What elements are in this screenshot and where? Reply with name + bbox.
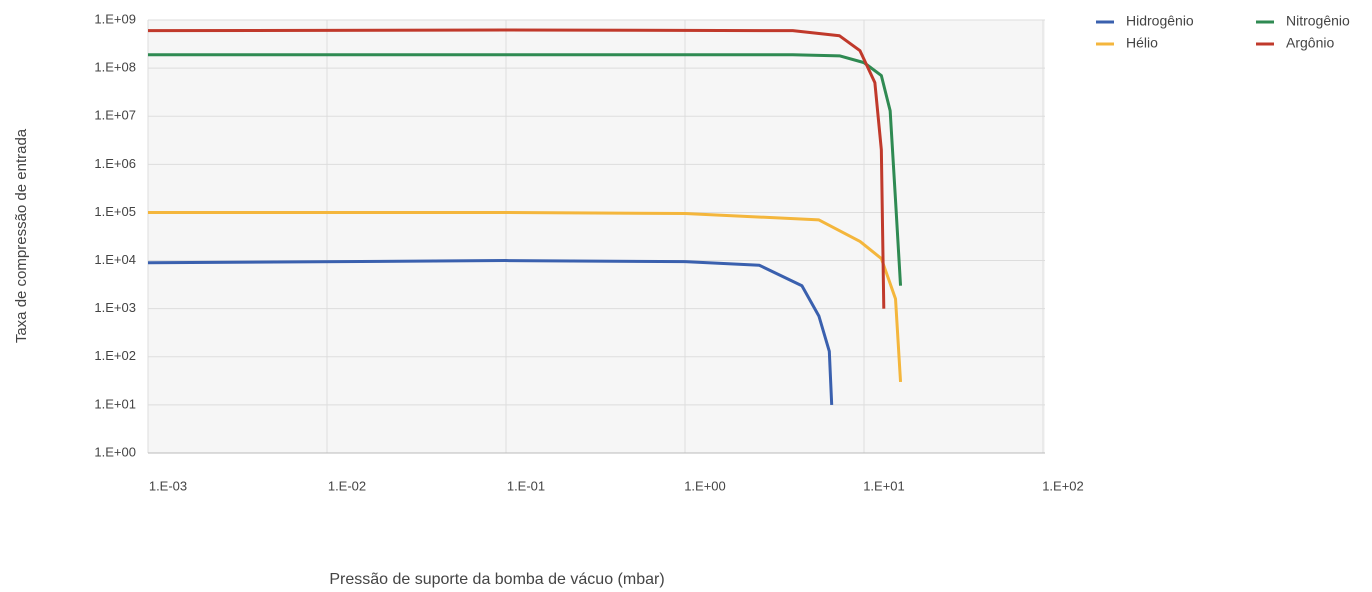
x-tick-label: 1.E+01 (863, 478, 905, 493)
y-tick-label: 1.E+04 (94, 252, 136, 267)
y-tick-label: 1.E+00 (94, 444, 136, 459)
plot-background (148, 20, 1045, 453)
x-tick-label: 1.E-03 (149, 478, 187, 493)
y-axis-label: Taxa de compressão de entrada (13, 128, 30, 343)
legend-label: Hélio (1126, 35, 1158, 51)
legend-label: Argônio (1286, 35, 1334, 51)
y-tick-label: 1.E+07 (94, 108, 136, 123)
x-tick-label: 1.E+00 (684, 478, 726, 493)
x-tick-label: 1.E+02 (1042, 478, 1084, 493)
y-tick-label: 1.E+08 (94, 60, 136, 75)
y-tick-label: 1.E+09 (94, 11, 136, 26)
y-tick-label: 1.E+05 (94, 204, 136, 219)
y-tick-label: 1.E+03 (94, 300, 136, 315)
series-line (148, 210, 903, 383)
y-tick-label: 1.E+06 (94, 156, 136, 171)
x-tick-label: 1.E-02 (328, 478, 366, 493)
x-axis-label: Pressão de suporte da bomba de vácuo (mb… (329, 571, 664, 588)
x-tick-label: 1.E-01 (507, 478, 545, 493)
y-tick-label: 1.E+02 (94, 348, 136, 363)
y-tick-label: 1.E+01 (94, 396, 136, 411)
series-line (147, 259, 834, 405)
series-line (147, 28, 886, 309)
legend-label: Nitrogênio (1286, 13, 1350, 29)
legend-label: Hidrogênio (1126, 13, 1194, 29)
